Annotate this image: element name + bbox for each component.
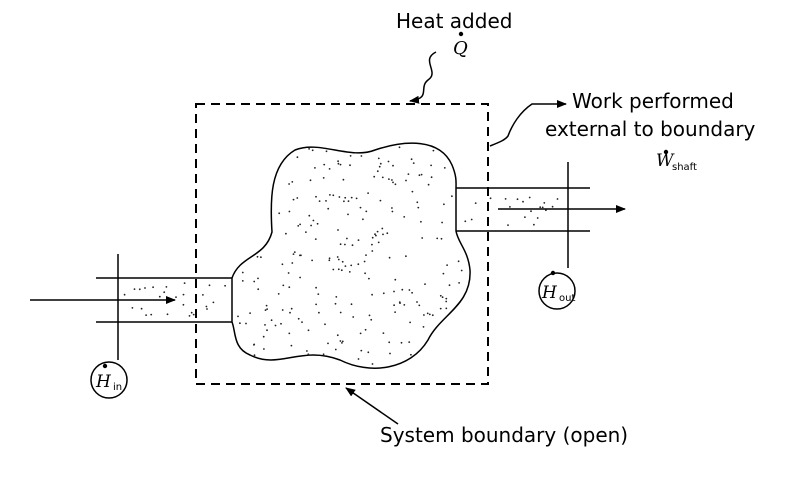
work-leader-line <box>489 100 567 147</box>
h-in-symbol: H in <box>90 361 128 399</box>
heat-added-label: Heat added <box>396 9 512 33</box>
h-out-subscript: out <box>559 293 575 304</box>
fluid-blob <box>231 142 471 369</box>
work-label-line2: external to boundary <box>545 117 756 141</box>
system-boundary-arrow <box>345 387 399 425</box>
heat-leader-line <box>409 51 437 104</box>
system-boundary-label: System boundary (open) <box>380 423 628 447</box>
fluid-particles <box>123 146 559 365</box>
work-dot-icon <box>663 149 669 155</box>
h-out-symbol: H out <box>538 270 576 310</box>
outlet-pipe <box>456 162 590 268</box>
heat-dot-icon <box>458 31 464 37</box>
work-subscript: shaft <box>672 162 697 173</box>
work-label-line1: Work performed <box>572 89 734 113</box>
inlet-pipe <box>96 254 232 360</box>
h-in-subscript: in <box>113 382 122 393</box>
heat-symbol: Q <box>453 38 468 59</box>
h-out-letter: H <box>541 283 558 303</box>
work-symbol: W <box>656 151 675 171</box>
h-in-letter: H <box>95 372 112 392</box>
